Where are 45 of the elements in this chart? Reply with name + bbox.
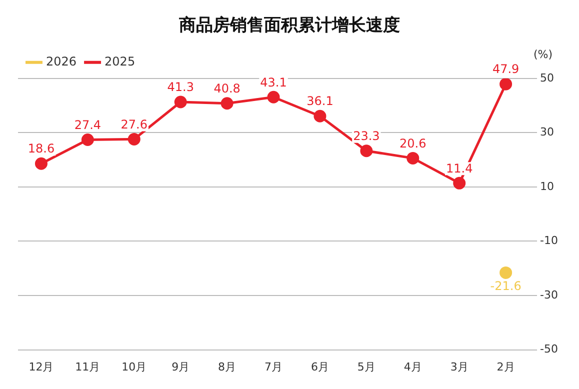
x-tick-label: 2月 (496, 360, 515, 374)
point (360, 144, 373, 158)
data-label: 20.6 (400, 136, 426, 150)
point (220, 97, 234, 110)
x-tick-label: 7月 (264, 360, 283, 374)
data-label: 11.4 (446, 161, 473, 176)
x-tick-label: 6月 (310, 360, 329, 374)
data-label: 43.1 (260, 75, 287, 90)
point (174, 96, 187, 108)
point (500, 78, 512, 90)
y-tick-label: -50 (540, 342, 558, 356)
data-label: 36.1 (306, 94, 334, 108)
y-tick-label: 10 (540, 180, 554, 193)
x-tick-label: 11月 (75, 360, 100, 374)
x-tick-label: 5月 (357, 360, 376, 374)
data-label: -21.6 (490, 278, 522, 293)
point (128, 132, 140, 146)
x-tick-label: 3月 (450, 360, 468, 374)
x-tick-label: 9月 (172, 360, 190, 374)
x-tick-label: 4月 (404, 360, 422, 374)
y-axis-title: (%) (534, 48, 553, 61)
point (34, 157, 48, 170)
data-label: 40.8 (214, 81, 240, 96)
chart-title: 商品房销售面积累计增长速度 (178, 16, 400, 36)
y-tick-label: 50 (540, 71, 554, 84)
x-tick-label: 8月 (218, 360, 236, 374)
data-label: 27.4 (74, 118, 102, 132)
point (406, 152, 420, 164)
y-tick-label: 30 (540, 126, 554, 139)
y-tick-label: -30 (540, 288, 558, 302)
x-tick-label: 12月 (28, 360, 54, 374)
x-tick-label: 10月 (122, 360, 147, 374)
point (500, 266, 512, 279)
data-label: 23.3 (353, 128, 380, 143)
data-label: 27.6 (120, 117, 148, 132)
y-tick-label: -10 (540, 234, 558, 248)
legend-label: 2025 (104, 54, 136, 69)
data-label: 41.3 (167, 80, 194, 94)
point (314, 110, 326, 122)
data-label: 18.6 (28, 142, 55, 156)
point (453, 176, 466, 190)
legend-label: 2026 (46, 54, 77, 69)
point (81, 133, 94, 146)
data-label: 47.9 (492, 62, 520, 76)
point (267, 90, 280, 104)
